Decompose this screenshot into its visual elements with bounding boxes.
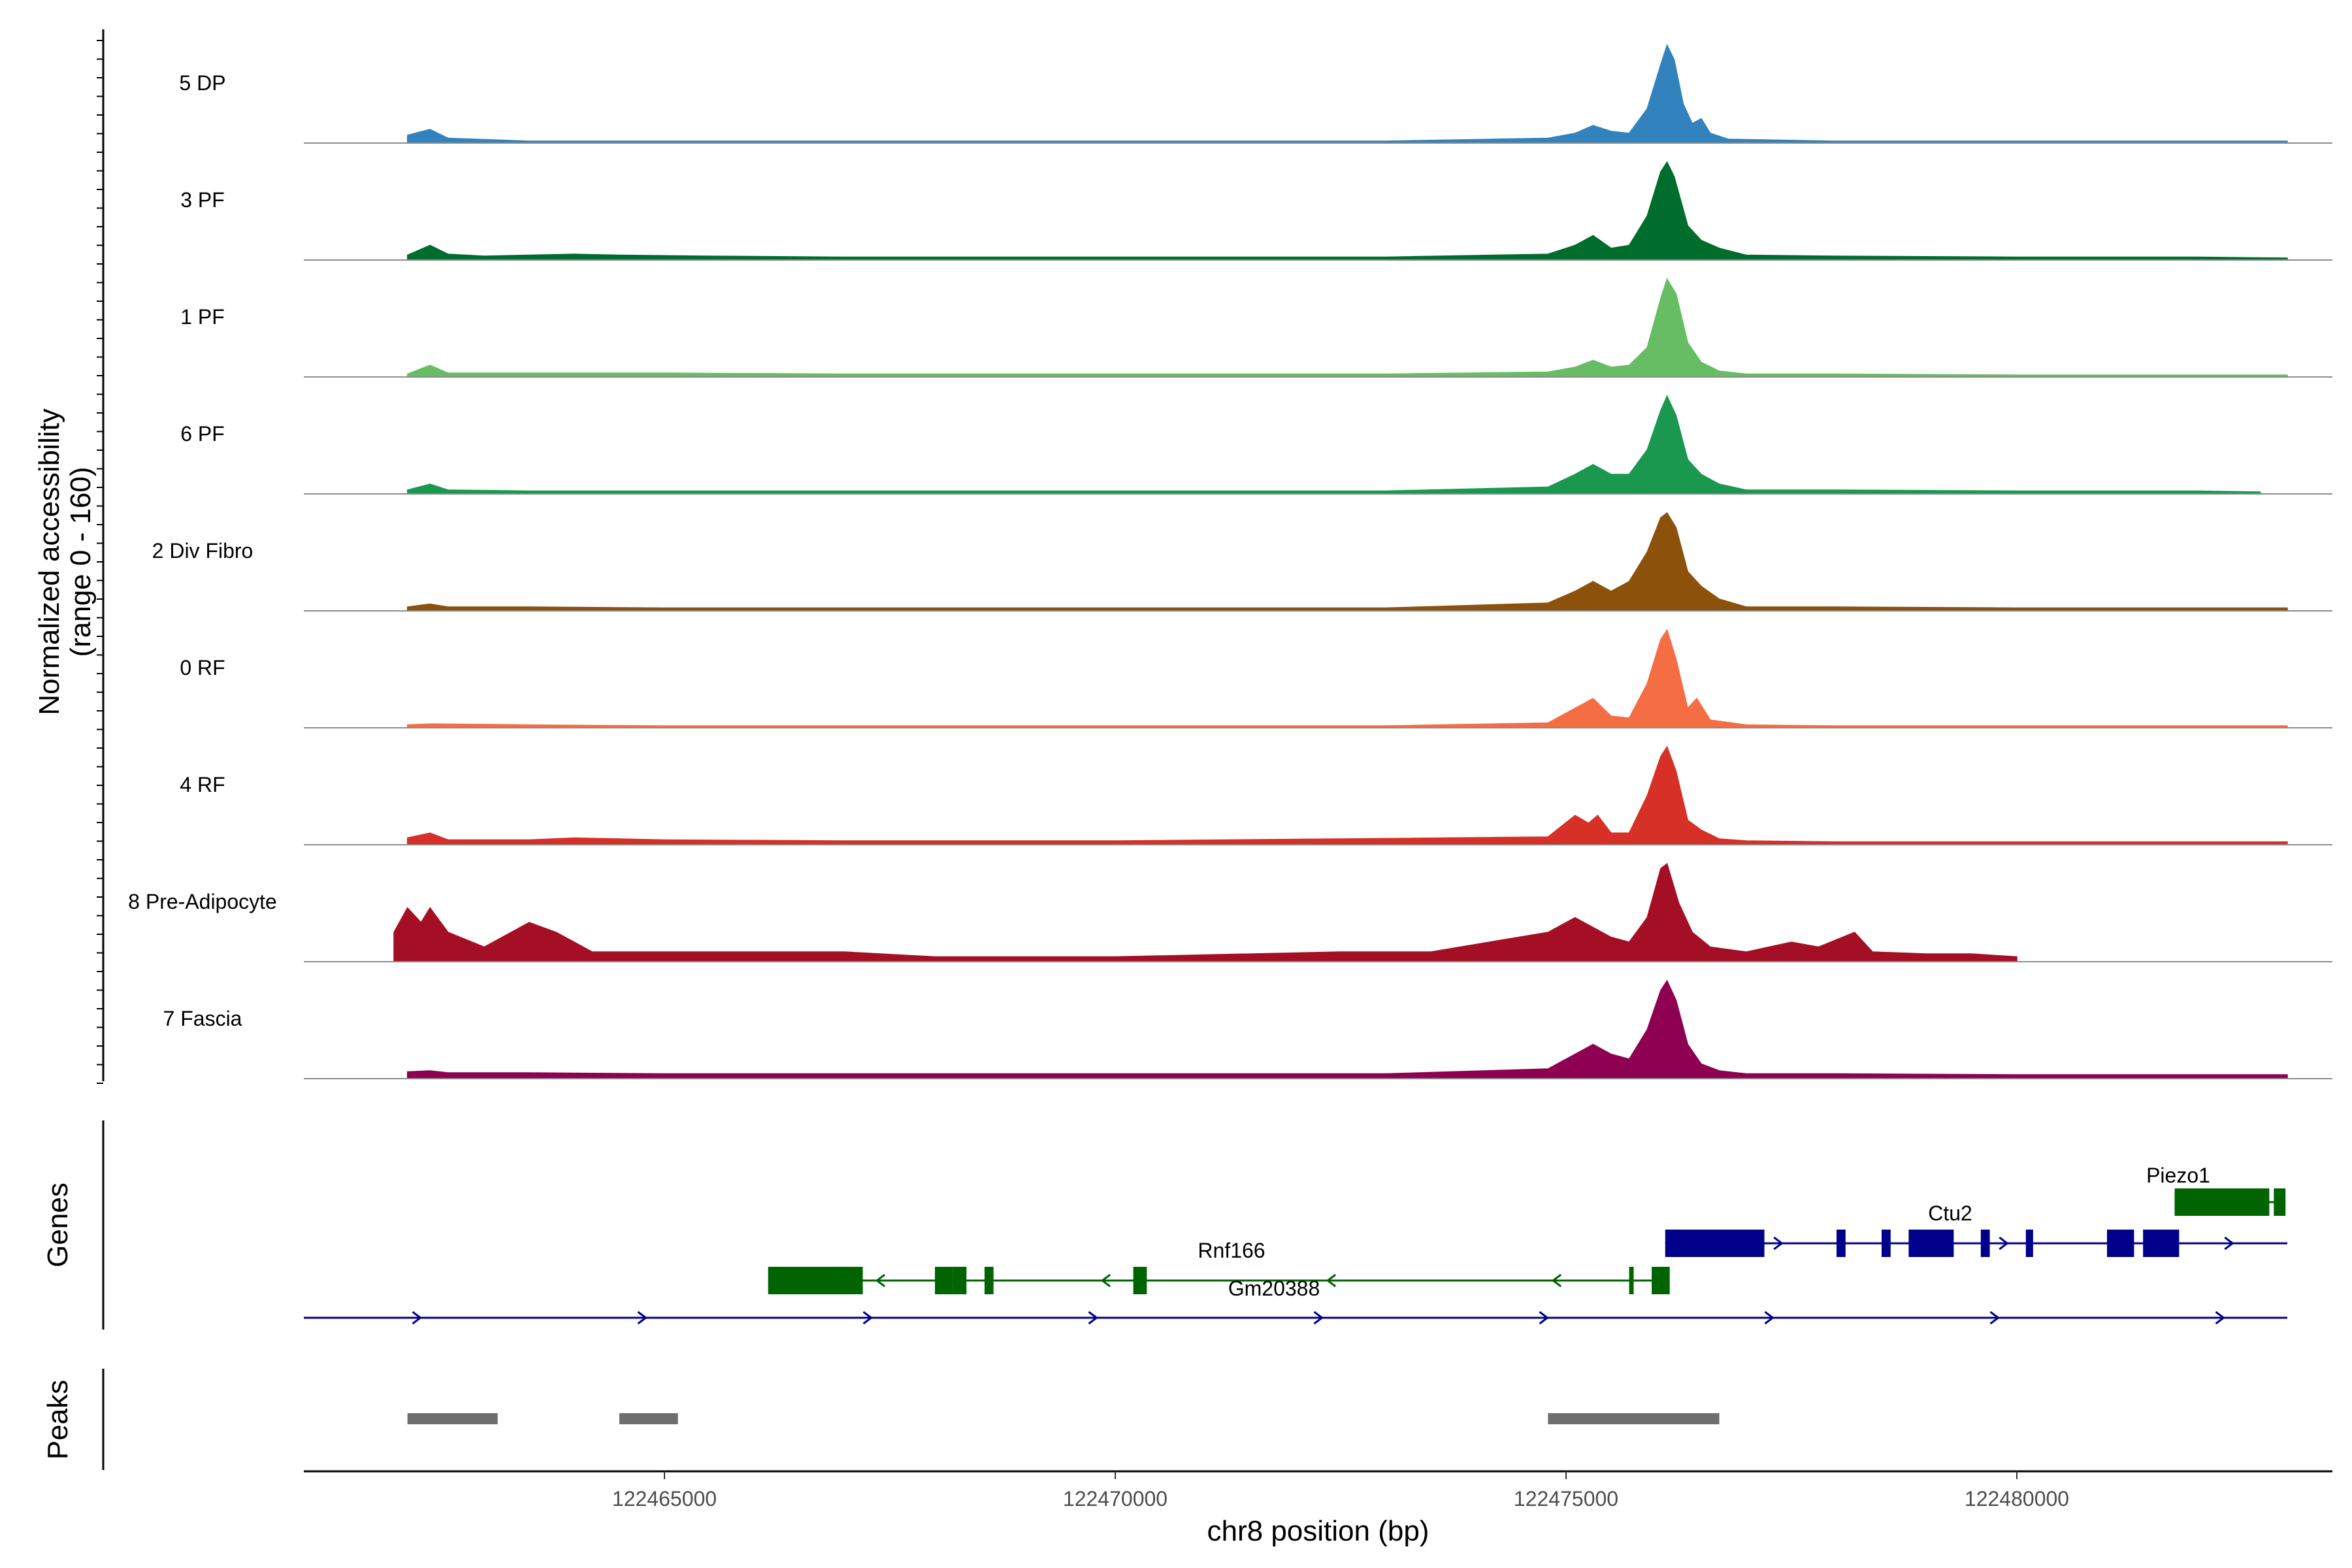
- gene-label: Ctu2: [1928, 1201, 1972, 1225]
- exon: [1837, 1230, 1846, 1257]
- exon: [768, 1267, 863, 1294]
- peaks-track-label: Peaks: [42, 1380, 74, 1460]
- genes-track-label: Genes: [42, 1183, 74, 1267]
- track-label: 6 PF: [180, 422, 225, 446]
- coverage-area: [406, 979, 2288, 1079]
- gene-ctu2: Ctu2: [1665, 1201, 2287, 1257]
- strand-arrow: [1313, 1311, 1324, 1325]
- strand-arrow: [1551, 1273, 1562, 1288]
- peak-bar: [619, 1413, 678, 1424]
- coverage-area: [393, 862, 2017, 962]
- exon: [1665, 1230, 1765, 1257]
- gene-label: Piezo1: [2146, 1164, 2210, 1187]
- strand-arrow: [2215, 1311, 2225, 1325]
- track-3-pf: 3 PF: [180, 161, 2332, 261]
- track-8-pre-adipocyte: 8 Pre-Adipocyte: [128, 862, 2332, 962]
- track-label: 4 RF: [180, 773, 225, 796]
- x-tick-label: 122470000: [1063, 1487, 1168, 1511]
- strand-arrow: [1989, 1311, 2000, 1325]
- coverage-area: [406, 629, 2288, 728]
- genes-track: Piezo1 Ctu2 Rnf166 Gm20388: [102, 1120, 2287, 1330]
- coverage-tracks: 5 DP 3 PF 1 PF 6 PF 2 Div Fibro 0 RF 4 RF 8 Pre…: [97, 29, 2332, 1084]
- track-label: 1 PF: [180, 305, 225, 329]
- exon: [1882, 1230, 1891, 1257]
- strand-arrow: [1100, 1273, 1111, 1288]
- strand-arrow: [1539, 1311, 1549, 1325]
- strand-arrow: [1999, 1236, 2009, 1250]
- exon: [2274, 1188, 2286, 1216]
- track-6-pf: 6 PF: [180, 395, 2332, 495]
- track-7-fascia: 7 Fascia: [163, 979, 2332, 1079]
- strand-arrow: [412, 1311, 422, 1325]
- exon: [2143, 1230, 2180, 1257]
- track-2-div-fibro: 2 Div Fibro: [152, 512, 2332, 612]
- track-label: 8 Pre-Adipocyte: [128, 890, 277, 913]
- strand-arrow: [1773, 1236, 1784, 1250]
- strand-arrow: [875, 1273, 886, 1288]
- track-0-rf: 0 RF: [180, 629, 2332, 728]
- exon: [1980, 1230, 1990, 1257]
- exon: [1652, 1267, 1670, 1294]
- exon: [2107, 1230, 2134, 1257]
- coverage-area: [406, 161, 2288, 261]
- strand-arrow: [1764, 1311, 1774, 1325]
- x-tick-label: 122475000: [1514, 1487, 1618, 1511]
- exon: [2025, 1230, 2033, 1257]
- coverage-area: [406, 44, 2288, 144]
- coverage-area: [406, 745, 2288, 845]
- track-1-pf: 1 PF: [180, 278, 2332, 378]
- coverage-area: [406, 395, 2261, 495]
- exon: [984, 1267, 994, 1294]
- x-tick-label: 122480000: [1965, 1487, 2069, 1511]
- strand-arrow: [1088, 1311, 1098, 1325]
- track-label: 0 RF: [180, 656, 225, 679]
- exon: [2174, 1188, 2270, 1216]
- coverage-area: [406, 512, 2288, 612]
- track-4-rf: 4 RF: [180, 745, 2332, 845]
- gene-gm20388: Gm20388: [304, 1277, 2287, 1325]
- exon: [935, 1267, 953, 1294]
- track-5-dp: 5 DP: [179, 44, 2332, 144]
- exon: [1629, 1267, 1634, 1294]
- track-label: 2 Div Fibro: [152, 539, 253, 563]
- gene-label: Rnf166: [1198, 1239, 1265, 1262]
- gene-rnf166: Rnf166: [768, 1239, 1670, 1294]
- exon: [953, 1267, 967, 1294]
- x-axis: 122465000 122470000 122475000 122480000: [304, 1470, 2332, 1511]
- strand-arrow: [637, 1311, 647, 1325]
- strand-arrow: [2224, 1236, 2234, 1250]
- track-label: 3 PF: [180, 188, 225, 212]
- peak-bar: [1548, 1413, 1720, 1424]
- exon: [1133, 1267, 1147, 1294]
- coverage-area: [406, 278, 2288, 378]
- gene-label: Gm20388: [1228, 1277, 1320, 1300]
- y-axis-title: Normalized accessibility(range 0 - 160): [33, 408, 97, 715]
- strand-arrow: [862, 1311, 873, 1325]
- track-label: 7 Fascia: [163, 1007, 242, 1030]
- x-tick-label: 122465000: [612, 1487, 717, 1511]
- gene-piezo1: Piezo1: [2146, 1164, 2286, 1216]
- peak-bar: [407, 1413, 498, 1424]
- track-label: 5 DP: [179, 71, 225, 95]
- x-axis-title: chr8 position (bp): [1207, 1515, 1429, 1547]
- exon: [1908, 1230, 1954, 1257]
- strand-arrow: [1326, 1273, 1337, 1288]
- peaks-track: [102, 1369, 1720, 1470]
